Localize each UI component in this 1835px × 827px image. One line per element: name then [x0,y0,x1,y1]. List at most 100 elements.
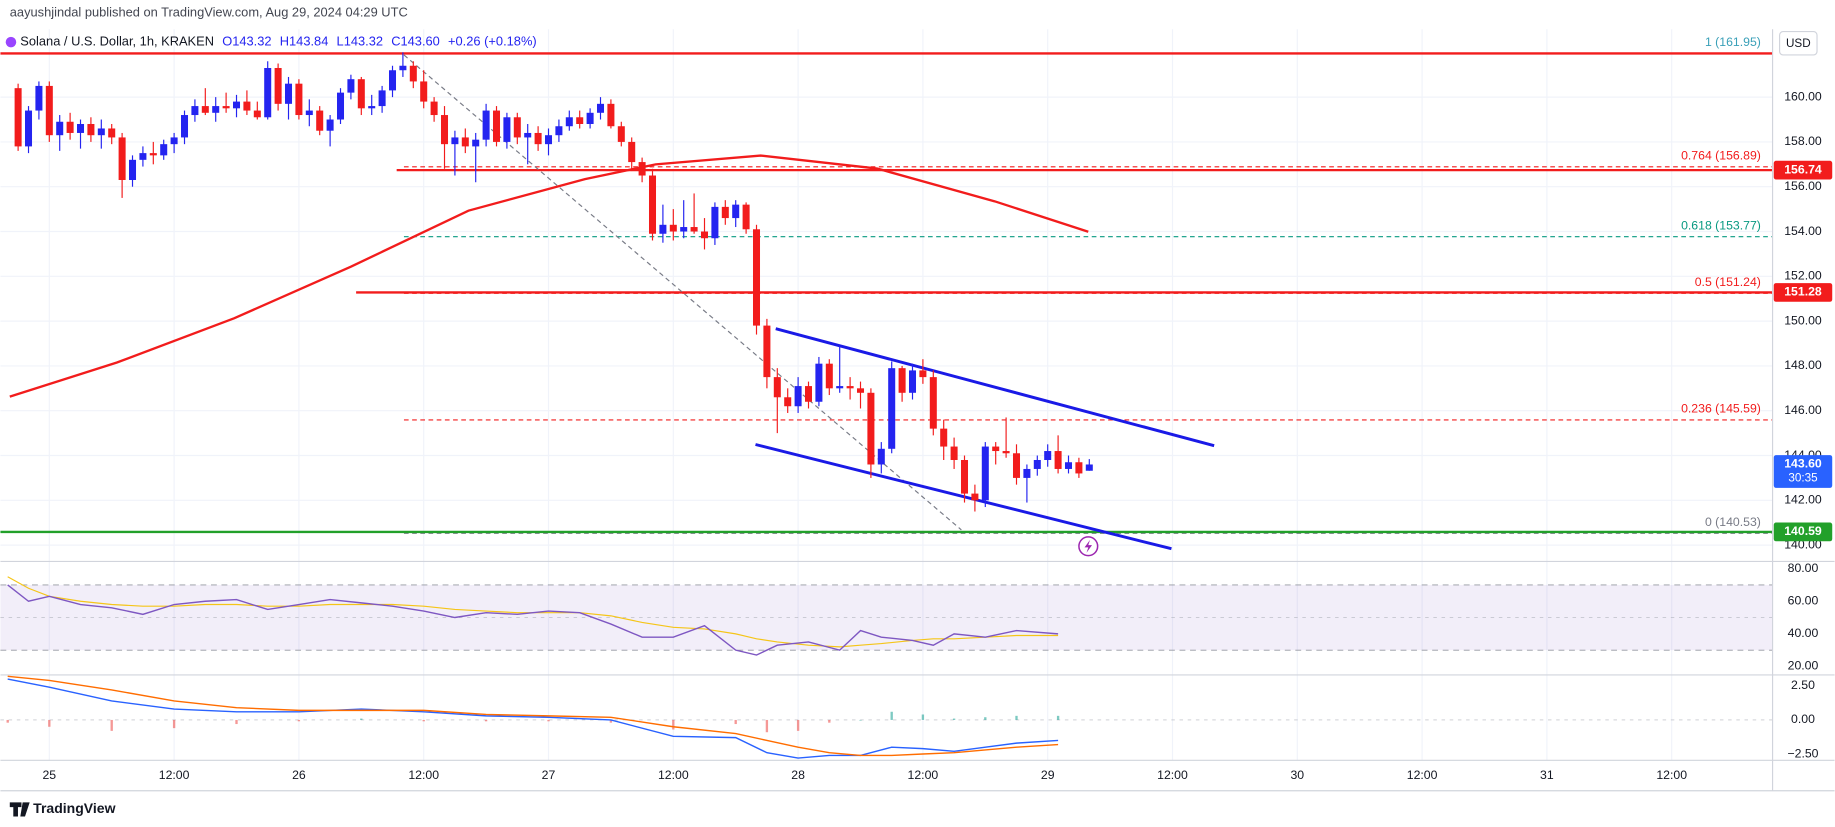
candle-body [87,123,95,136]
candle-body [482,110,490,140]
chart-title: Solana / U.S. Dollar, 1h, KRAKEN [20,34,214,49]
y-tick-label: 152.00 [1784,269,1822,283]
candle-body [14,88,22,147]
candle-body [139,153,147,160]
y-tick-label: 154.00 [1784,224,1822,238]
alert-icon[interactable] [1078,536,1099,557]
macd-tick-label: −2.50 [1787,746,1818,760]
macd-line [7,678,1059,759]
price-tag [1773,455,1833,488]
macd-histogram [921,714,925,720]
y-tick-label: 148.00 [1784,358,1822,372]
macd-histogram [734,719,737,725]
candle-body [971,493,979,501]
macd-tick-label: 2.50 [1791,678,1815,692]
candle-body [388,70,397,91]
candle-body [108,128,116,138]
candle-body [940,428,948,447]
macd-histogram [235,719,238,725]
macd-histogram [360,718,363,720]
candle-body [898,368,906,393]
candle-body [1054,451,1062,469]
macd-histogram [172,719,176,729]
candle-body [607,103,615,127]
x-tick-label: 29 [1041,768,1055,782]
candle-body [752,229,761,326]
x-tick-label: 26 [292,768,306,782]
candle-body [648,175,657,234]
candle-body [732,204,740,219]
x-tick-label: 27 [542,768,556,782]
candle-body [472,139,480,147]
candle-body [66,121,74,133]
candle-body [170,137,178,145]
moving-average [9,154,1089,398]
y-tick-label: 158.00 [1784,134,1822,148]
candle-body [690,227,698,232]
candle-body [399,65,407,71]
macd-histogram [609,719,613,723]
macd-histogram [890,711,893,720]
x-tick-label: 12:00 [1656,768,1687,782]
candle-body [856,388,865,393]
header-value: O143.32 [222,34,271,49]
candle-body [420,81,428,102]
rsi-tick-label: 20.00 [1788,659,1819,673]
candle-body [1075,462,1083,474]
fib-label: 0.764 (156.89) [1681,149,1761,163]
candle-body [347,79,355,93]
rsi-line [7,584,1059,656]
candle-body [804,386,813,402]
candle-body [929,377,937,429]
candle-body [118,137,126,180]
candle-body [1012,453,1021,478]
candle-body [253,110,261,118]
candle-body [721,206,729,219]
candle-body [503,117,511,142]
header-value: +0.26 (+0.18%) [448,34,537,49]
candle-body [659,224,667,234]
macd-histogram [1056,715,1060,720]
currency[interactable]: USD [1786,37,1811,50]
y-tick-label: 156.00 [1784,179,1822,193]
x-tick-label: 25 [42,768,56,782]
candle-body [264,67,272,118]
candle-body [981,446,989,501]
candle-body [191,106,199,116]
candle-body [524,132,532,138]
candle-body [711,206,719,239]
candle-body [1033,459,1041,469]
macd-histogram [672,719,675,730]
price-tag-label: 151.28 [1784,285,1822,299]
candle-body [555,126,563,136]
fib-label: 0 (140.53) [1705,515,1761,529]
currency-button[interactable] [1779,30,1818,56]
candle-body [25,110,33,147]
x-tick-label: 12:00 [408,768,439,782]
macd-histogram [297,719,301,722]
trend-line [755,443,1172,551]
candle-body [201,106,209,113]
candle-body [222,106,230,109]
x-tick-label: 12:00 [1157,768,1188,782]
macd-histogram [48,719,51,727]
candle-body [513,117,521,138]
symbol-logo [5,36,17,48]
candle-body [763,325,771,378]
candle-body [680,227,688,232]
candle-body [836,386,844,389]
candle-body [669,224,677,232]
candle-body [295,83,303,116]
fib-label: 0.5 (151.24) [1695,275,1761,289]
candle-body [596,103,605,113]
price-tag-label: 156.74 [1784,162,1822,176]
candle-body [56,121,64,136]
candle-body [846,386,854,389]
candle-body [357,79,365,109]
candle-body [534,132,542,145]
y-tick-label: 142.00 [1784,493,1822,507]
candle-body [45,85,53,136]
rsi-tick-label: 40.00 [1788,626,1819,640]
candle-body [336,92,345,120]
